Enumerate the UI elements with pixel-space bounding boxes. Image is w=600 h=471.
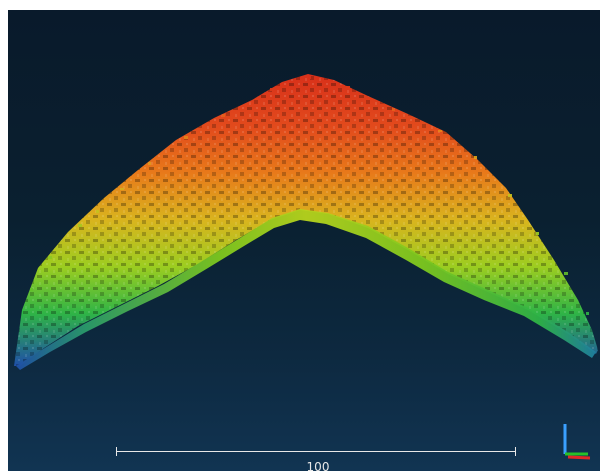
scale-bar-tick-right: [515, 447, 516, 456]
scale-bar: [116, 446, 516, 458]
point-cloud-lower-rim: [16, 209, 596, 370]
scale-bar-line: [116, 451, 516, 452]
point-cloud-render[interactable]: [8, 10, 600, 471]
scale-bar-tick-left: [116, 447, 117, 456]
point-cloud-fragments: [30, 76, 589, 315]
scale-bar-label: 100: [306, 460, 330, 471]
xyz-axis-icon: [563, 424, 591, 460]
point-cloud-viewport[interactable]: 100: [8, 10, 600, 471]
